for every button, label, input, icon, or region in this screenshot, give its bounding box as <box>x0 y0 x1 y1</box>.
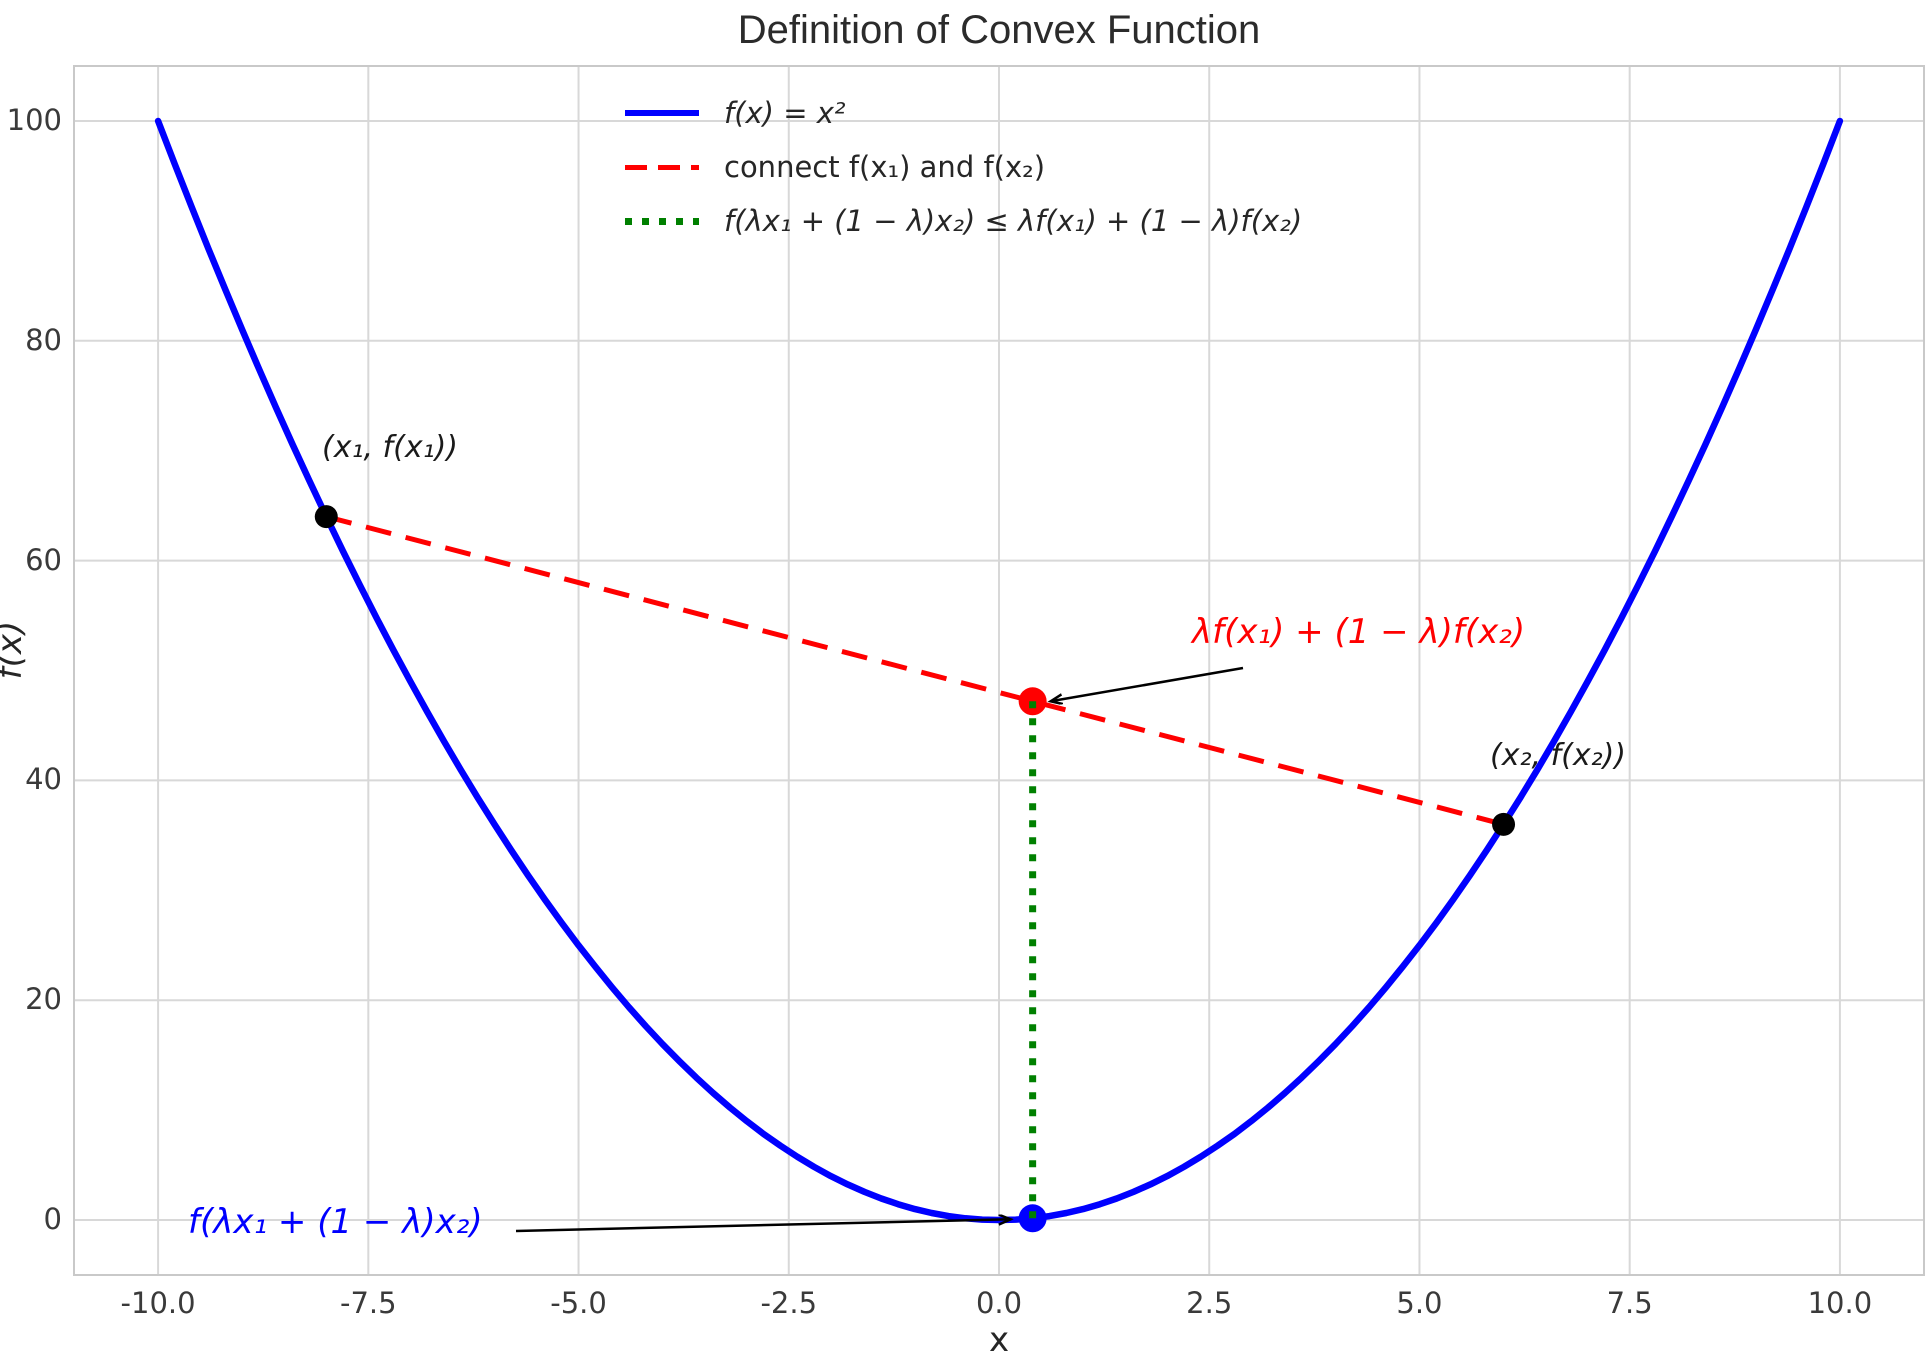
legend-marker-dotted-line-icon <box>625 217 699 225</box>
chart-title: Definition of Convex Function <box>737 8 1261 52</box>
legend-label-inequality: f(λx₁ + (1 − λ)x₂) ≤ λf(x₁) + (1 − λ)f(x… <box>724 204 1303 238</box>
arrow-to-chord-value <box>1051 666 1244 701</box>
point-chord-value <box>1018 687 1047 716</box>
point-x1 <box>314 505 338 529</box>
point-x2 <box>1492 812 1516 836</box>
legend: f(x) = x² connect f(x₁) and f(x₂) f(λx₁ … <box>625 86 1302 248</box>
legend-marker-dashed-line-icon <box>625 164 699 170</box>
legend-item-inequality: f(λx₁ + (1 − λ)x₂) ≤ λf(x₁) + (1 − λ)f(x… <box>625 194 1302 248</box>
chord-value-annotation: λf(x₁) + (1 − λ)f(x₂) <box>1192 612 1526 652</box>
legend-label-chord: connect f(x₁) and f(x₂) <box>724 150 1046 184</box>
point1-annotation: (x₁, f(x₁)) <box>322 430 459 465</box>
chord-line <box>325 514 1505 827</box>
legend-label-curve: f(x) = x² <box>724 96 846 130</box>
plot-border <box>73 65 1925 1276</box>
y-axis-label: f(x) <box>0 620 30 680</box>
arrow-to-function-value <box>515 1219 1011 1233</box>
legend-item-curve: f(x) = x² <box>625 86 1302 140</box>
point2-annotation: (x₂, f(x₂)) <box>1490 738 1627 773</box>
function-value-annotation: f(λx₁ + (1 − λ)x₂) <box>188 1202 483 1242</box>
x-axis-label: x <box>988 1320 1010 1360</box>
legend-item-chord: connect f(x₁) and f(x₂) <box>625 140 1302 194</box>
legend-marker-solid-line-icon <box>625 110 699 116</box>
